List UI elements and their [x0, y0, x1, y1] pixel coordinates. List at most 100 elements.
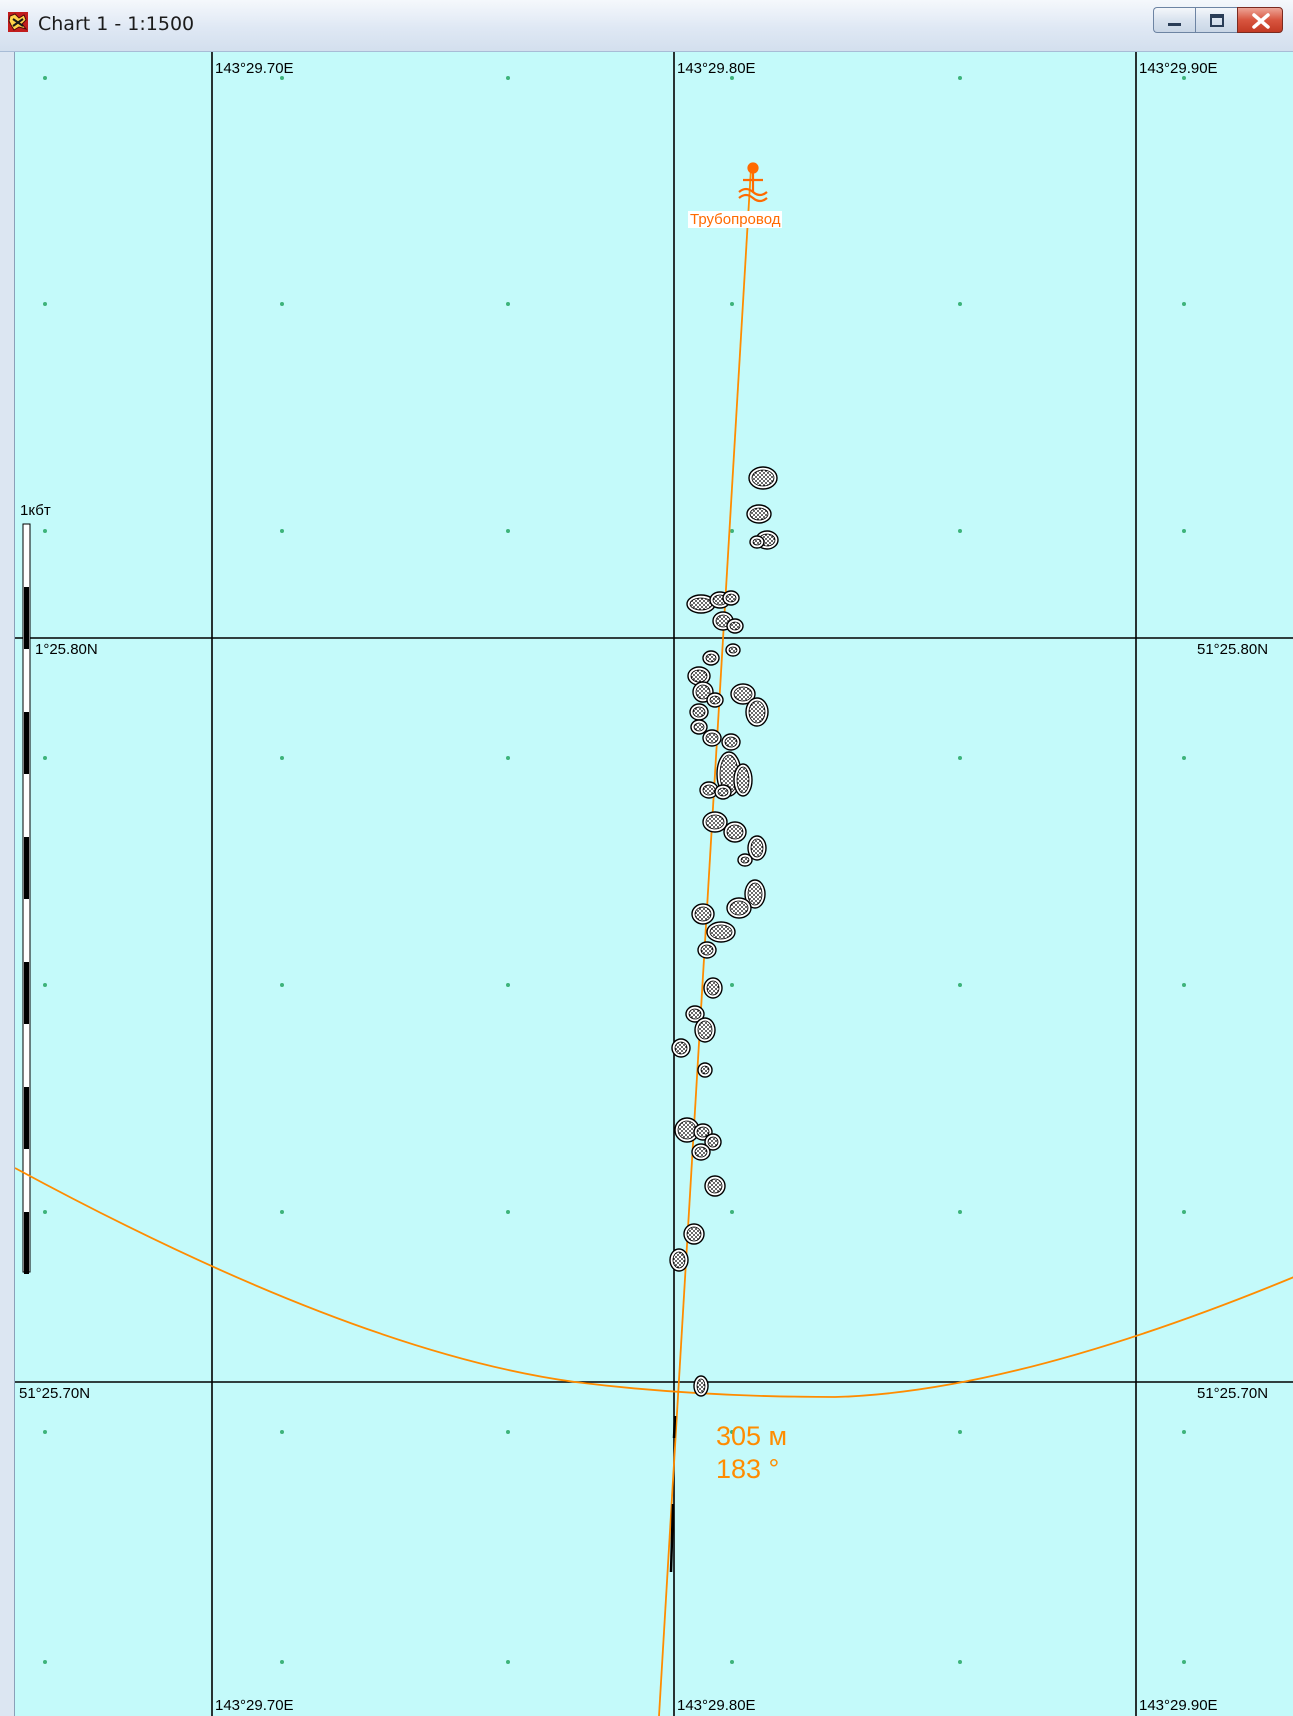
boulder-object[interactable]: [737, 853, 753, 867]
boulder-object[interactable]: [726, 897, 752, 919]
boulder-object[interactable]: [702, 729, 722, 747]
grid-dot: [506, 302, 510, 306]
boulder-object[interactable]: [706, 921, 736, 943]
grid-dot: [43, 983, 47, 987]
boulder-object[interactable]: [702, 811, 728, 833]
grid-dot: [43, 1430, 47, 1434]
grid-dot: [280, 76, 284, 80]
boulder-object[interactable]: [686, 594, 716, 614]
grid-dot: [280, 1430, 284, 1434]
boulder-object[interactable]: [674, 1117, 700, 1143]
grid-dot: [730, 1430, 734, 1434]
boulder-object[interactable]: [749, 535, 765, 549]
boulder-object[interactable]: [704, 1133, 722, 1151]
bearing-readout: 183 °: [716, 1454, 780, 1484]
boulder-object[interactable]: [697, 941, 717, 959]
grid-dot: [506, 1430, 510, 1434]
grid-dot: [280, 756, 284, 760]
grid-dot: [280, 1210, 284, 1214]
scale-bar-segment: [24, 712, 29, 774]
lon-label-top-2: 143°29.80E: [677, 60, 756, 77]
title-bar[interactable]: Chart 1 - 1:1500: [0, 0, 1293, 52]
boulder-object[interactable]: [669, 1248, 689, 1272]
grid-dot: [958, 1660, 962, 1664]
boulder-object[interactable]: [693, 1375, 709, 1397]
scale-bar-segment: [24, 587, 29, 649]
grid-dot: [1182, 76, 1186, 80]
boulder-object[interactable]: [722, 590, 740, 606]
boulder-object[interactable]: [730, 683, 756, 705]
boulder-object[interactable]: [702, 650, 720, 666]
grid-dot: [43, 756, 47, 760]
boulder-object[interactable]: [726, 618, 744, 634]
scale-bar-segment: [24, 1087, 29, 1149]
boulder-object[interactable]: [733, 763, 753, 797]
grid-dot: [958, 76, 962, 80]
maximize-button[interactable]: [1195, 7, 1237, 33]
grid-dot: [1182, 1660, 1186, 1664]
boulder-object[interactable]: [689, 703, 709, 721]
grid-dot: [43, 302, 47, 306]
distance-readout: 305 м: [716, 1421, 788, 1451]
grid-dot: [506, 983, 510, 987]
grid-dot: [43, 1210, 47, 1214]
close-button[interactable]: [1237, 7, 1283, 33]
boulder-object[interactable]: [697, 1062, 713, 1078]
boulder-object[interactable]: [685, 1005, 705, 1023]
chart-graphics: [15, 52, 1293, 1716]
grid-dot: [280, 529, 284, 533]
grid-dot: [730, 302, 734, 306]
grid-dot: [730, 529, 734, 533]
grid-dot: [1182, 529, 1186, 533]
range-circle: [15, 1167, 1293, 1398]
grid-dot: [43, 76, 47, 80]
boulder-object[interactable]: [748, 466, 778, 490]
grid-dot: [1182, 756, 1186, 760]
boulder-object[interactable]: [671, 1038, 691, 1058]
grid-dot: [506, 1210, 510, 1214]
grid-dot: [280, 983, 284, 987]
grid-dot: [506, 76, 510, 80]
pipeline-label[interactable]: Трубопровод: [688, 211, 783, 228]
boulder-object[interactable]: [690, 719, 708, 735]
boulder-object[interactable]: [747, 835, 767, 861]
boulder-object[interactable]: [694, 1017, 716, 1043]
boulder-object[interactable]: [691, 903, 715, 925]
minimize-icon: [1168, 23, 1181, 26]
lon-label-top-1: 143°29.70E: [215, 60, 294, 77]
lat-label-left-1: 1°25.80N: [35, 641, 98, 658]
close-icon: [1252, 13, 1270, 29]
window-controls: [1153, 7, 1283, 35]
bearing-line-dark-segment: [672, 1415, 677, 1439]
reference-dots: [43, 76, 1186, 1664]
grid-dot: [1182, 1210, 1186, 1214]
boulder-object[interactable]: [687, 666, 711, 686]
maximize-icon: [1210, 14, 1224, 27]
boulder-object[interactable]: [725, 643, 741, 657]
boulder-object[interactable]: [703, 977, 723, 999]
chart-canvas[interactable]: 143°29.70E 143°29.80E 143°29.90E 143°29.…: [14, 52, 1293, 1716]
grid-dot: [730, 983, 734, 987]
grid-dot: [730, 1660, 734, 1664]
grid-dot: [958, 756, 962, 760]
grid-dot: [43, 529, 47, 533]
grid-dot: [958, 983, 962, 987]
scale-bar-segment: [24, 962, 29, 1024]
boulder-object[interactable]: [706, 692, 724, 708]
boulder-object[interactable]: [691, 1143, 711, 1161]
grid-dot: [506, 756, 510, 760]
boulder-object[interactable]: [744, 879, 766, 909]
lon-label-bottom-2: 143°29.80E: [677, 1697, 756, 1714]
minimize-button[interactable]: [1153, 7, 1195, 33]
boulder-object[interactable]: [745, 697, 769, 727]
boulder-object[interactable]: [683, 1223, 705, 1245]
lon-label-bottom-3: 143°29.90E: [1139, 1697, 1218, 1714]
window-title: Chart 1 - 1:1500: [38, 13, 195, 35]
boulder-object[interactable]: [746, 504, 772, 524]
boulder-object[interactable]: [723, 821, 747, 843]
boulder-object[interactable]: [721, 733, 741, 751]
boulder-object[interactable]: [714, 784, 732, 800]
seabed-objects: [669, 466, 779, 1397]
boulder-object[interactable]: [704, 1175, 726, 1197]
